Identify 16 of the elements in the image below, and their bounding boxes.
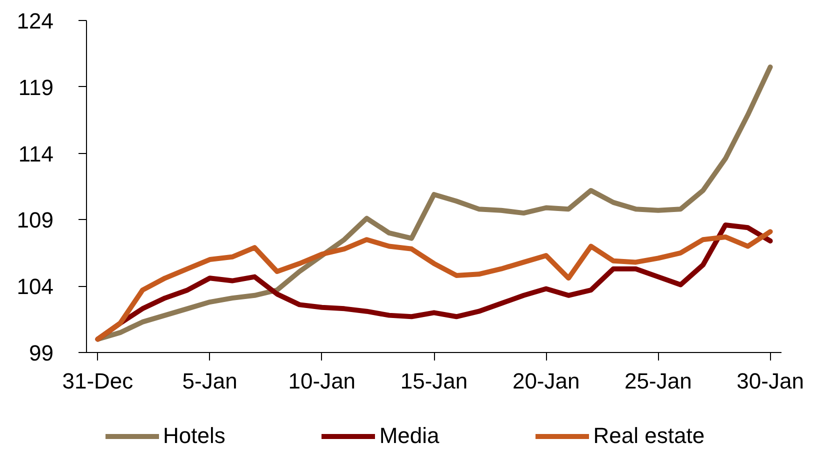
x-tick-label: 10-Jan [288, 368, 356, 394]
legend-label: Real estate [593, 423, 705, 449]
x-tick-label: 15-Jan [400, 368, 468, 394]
y-tick-label: 119 [18, 74, 54, 100]
y-tick-label: 114 [18, 141, 54, 166]
x-tick-label: 20-Jan [512, 368, 580, 394]
legend-label: Hotels [163, 423, 226, 449]
y-tick-label: 104 [16, 274, 54, 300]
x-tick-label: 5-Jan [182, 368, 238, 394]
x-tick-label: 31-Dec [62, 368, 134, 394]
y-tick-label: 124 [16, 8, 54, 34]
x-tick-label: 25-Jan [624, 368, 692, 394]
y-tick-label: 109 [16, 208, 54, 233]
legend-label: Media [379, 423, 440, 449]
x-tick-label: 30-Jan [736, 368, 804, 394]
y-tick-label: 99 [29, 340, 54, 366]
